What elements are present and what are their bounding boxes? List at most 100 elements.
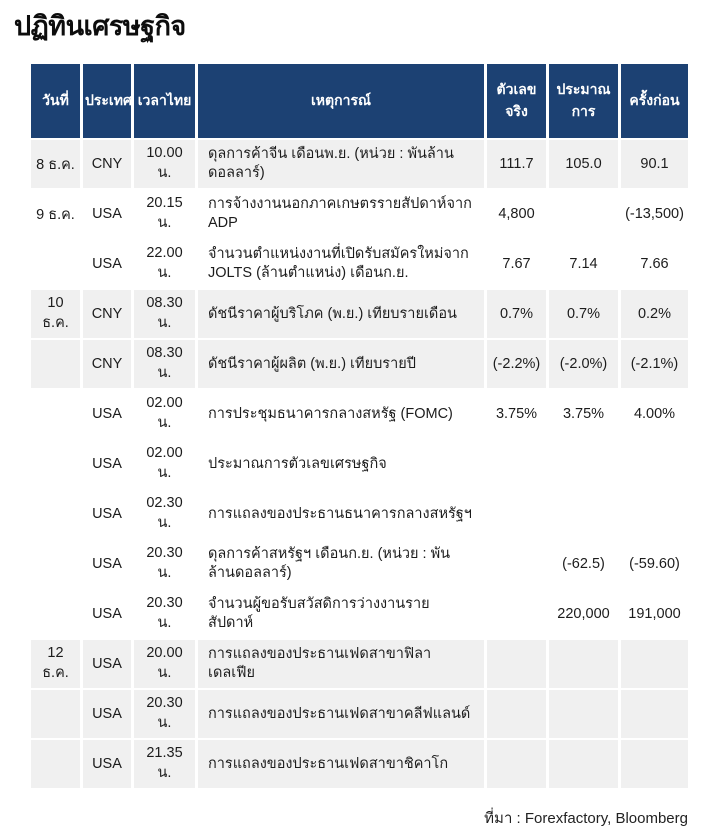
cell-country: CNY xyxy=(80,288,134,340)
cell-date xyxy=(28,238,83,290)
table-row: 12 ธ.ค. USA 20.00 น. การแถลงของประธานเฟด… xyxy=(28,638,691,690)
cell-forecast: 3.75% xyxy=(546,388,621,440)
table-header-row: วันที่ ประเทศ เวลาไทย เหตุการณ์ ตัวเลขจร… xyxy=(28,62,691,140)
table-row: USA 02.30 น. การแถลงของประธานธนาคารกลางส… xyxy=(28,488,691,540)
col-header-time: เวลาไทย xyxy=(131,62,198,140)
table-row: USA 22.00 น. จำนวนตำแหน่งงานที่เปิดรับสม… xyxy=(28,238,691,290)
cell-actual: 3.75% xyxy=(484,388,549,440)
table-row: USA 02.00 น. การประชุมธนาคารกลางสหรัฐ (F… xyxy=(28,388,691,440)
cell-time: 08.30 น. xyxy=(131,288,198,340)
cell-previous: (-13,500) xyxy=(618,188,691,240)
cell-date xyxy=(28,588,83,640)
table-row: 9 ธ.ค. USA 20.15 น. การจ้างงานนอกภาคเกษต… xyxy=(28,188,691,240)
cell-date xyxy=(28,388,83,440)
cell-event: การจ้างงานนอกภาคเกษตรรายสัปดาห์จาก ADP xyxy=(195,188,487,240)
cell-date xyxy=(28,488,83,540)
cell-time: 02.00 น. xyxy=(131,388,198,440)
cell-actual xyxy=(484,638,549,690)
cell-actual: 0.7% xyxy=(484,288,549,340)
cell-actual: 7.67 xyxy=(484,238,549,290)
cell-country: USA xyxy=(80,638,134,690)
cell-actual: 4,800 xyxy=(484,188,549,240)
table-row: USA 21.35 น. การแถลงของประธานเฟดสาขาชิคา… xyxy=(28,738,691,790)
cell-event: การแถลงของประธานเฟดสาขาชิคาโก xyxy=(195,738,487,790)
cell-forecast xyxy=(546,688,621,740)
cell-forecast xyxy=(546,488,621,540)
cell-country: CNY xyxy=(80,338,134,390)
cell-actual: (-2.2%) xyxy=(484,338,549,390)
cell-event: การประชุมธนาคารกลางสหรัฐ (FOMC) xyxy=(195,388,487,440)
cell-previous xyxy=(618,738,691,790)
cell-time: 02.00 น. xyxy=(131,438,198,490)
cell-actual xyxy=(484,538,549,590)
cell-actual xyxy=(484,738,549,790)
cell-date xyxy=(28,538,83,590)
cell-previous xyxy=(618,438,691,490)
cell-event: การแถลงของประธานธนาคารกลางสหรัฐฯ xyxy=(195,488,487,540)
table-row: USA 20.30 น. จำนวนผู้ขอรับสวัสดิการว่างง… xyxy=(28,588,691,640)
cell-country: USA xyxy=(80,438,134,490)
cell-actual xyxy=(484,688,549,740)
cell-country: USA xyxy=(80,588,134,640)
cell-forecast xyxy=(546,188,621,240)
cell-country: USA xyxy=(80,688,134,740)
cell-time: 02.30 น. xyxy=(131,488,198,540)
cell-date xyxy=(28,738,83,790)
cell-date xyxy=(28,438,83,490)
cell-event: ดุลการค้าจีน เดือนพ.ย. (หน่วย : พันล้านด… xyxy=(195,138,487,190)
cell-time: 20.30 น. xyxy=(131,688,198,740)
cell-event: การแถลงของประธานเฟดสาขาฟิลาเดลเฟีย xyxy=(195,638,487,690)
cell-date xyxy=(28,338,83,390)
cell-event: จำนวนตำแหน่งงานที่เปิดรับสมัครใหม่จาก JO… xyxy=(195,238,487,290)
col-header-event: เหตุการณ์ xyxy=(195,62,487,140)
cell-actual xyxy=(484,488,549,540)
cell-time: 22.00 น. xyxy=(131,238,198,290)
col-header-date: วันที่ xyxy=(28,62,83,140)
cell-time: 20.30 น. xyxy=(131,588,198,640)
cell-actual xyxy=(484,588,549,640)
cell-forecast: 0.7% xyxy=(546,288,621,340)
page-title: ปฏิทินเศรษฐกิจ xyxy=(14,11,186,41)
cell-country: USA xyxy=(80,488,134,540)
cell-date: 8 ธ.ค. xyxy=(28,138,83,190)
table-row: CNY 08.30 น. ดัชนีราคาผู้ผลิต (พ.ย.) เที… xyxy=(28,338,691,390)
cell-forecast xyxy=(546,638,621,690)
table-row: USA 20.30 น. การแถลงของประธานเฟดสาขาคลีฟ… xyxy=(28,688,691,740)
cell-forecast xyxy=(546,738,621,790)
cell-event: ประมาณการตัวเลขเศรษฐกิจ xyxy=(195,438,487,490)
cell-previous xyxy=(618,488,691,540)
cell-date: 10 ธ.ค. xyxy=(28,288,83,340)
cell-date: 12 ธ.ค. xyxy=(28,638,83,690)
cell-event: ดัชนีราคาผู้บริโภค (พ.ย.) เทียบรายเดือน xyxy=(195,288,487,340)
cell-time: 20.00 น. xyxy=(131,638,198,690)
cell-country: USA xyxy=(80,188,134,240)
cell-date xyxy=(28,688,83,740)
cell-previous: (-59.60) xyxy=(618,538,691,590)
cell-previous: (-2.1%) xyxy=(618,338,691,390)
cell-country: CNY xyxy=(80,138,134,190)
cell-forecast xyxy=(546,438,621,490)
col-header-country: ประเทศ xyxy=(80,62,134,140)
cell-event: การแถลงของประธานเฟดสาขาคลีฟแลนด์ xyxy=(195,688,487,740)
source-attribution: ที่มา : Forexfactory, Bloomberg xyxy=(484,810,688,827)
cell-event: ดัชนีราคาผู้ผลิต (พ.ย.) เทียบรายปี xyxy=(195,338,487,390)
cell-previous xyxy=(618,638,691,690)
cell-previous: 7.66 xyxy=(618,238,691,290)
cell-country: USA xyxy=(80,538,134,590)
table-row: USA 20.30 น. ดุลการค้าสหรัฐฯ เดือนก.ย. (… xyxy=(28,538,691,590)
cell-forecast: 7.14 xyxy=(546,238,621,290)
cell-previous xyxy=(618,688,691,740)
cell-forecast: 220,000 xyxy=(546,588,621,640)
cell-previous: 0.2% xyxy=(618,288,691,340)
cell-time: 08.30 น. xyxy=(131,338,198,390)
cell-country: USA xyxy=(80,238,134,290)
cell-event: ดุลการค้าสหรัฐฯ เดือนก.ย. (หน่วย : พันล้… xyxy=(195,538,487,590)
cell-actual: 111.7 xyxy=(484,138,549,190)
economic-calendar-table: วันที่ ประเทศ เวลาไทย เหตุการณ์ ตัวเลขจร… xyxy=(28,62,691,790)
col-header-forecast: ประมาณการ xyxy=(546,62,621,140)
cell-time: 20.30 น. xyxy=(131,538,198,590)
col-header-actual: ตัวเลขจริง xyxy=(484,62,549,140)
table-row: 8 ธ.ค. CNY 10.00 น. ดุลการค้าจีน เดือนพ.… xyxy=(28,138,691,190)
table-row: USA 02.00 น. ประมาณการตัวเลขเศรษฐกิจ xyxy=(28,438,691,490)
cell-forecast: 105.0 xyxy=(546,138,621,190)
